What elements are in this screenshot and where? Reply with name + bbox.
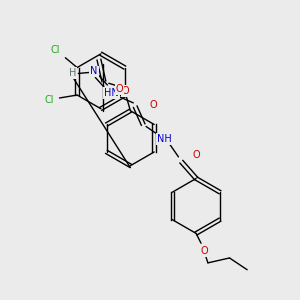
Text: NH: NH xyxy=(157,134,172,144)
Text: O: O xyxy=(192,150,200,160)
Text: HN: HN xyxy=(104,88,119,98)
Text: Cl: Cl xyxy=(45,95,54,105)
Text: Cl: Cl xyxy=(51,45,60,55)
Text: N: N xyxy=(90,67,98,76)
Text: O: O xyxy=(116,84,123,94)
Text: O: O xyxy=(149,100,157,110)
Text: H: H xyxy=(69,68,76,78)
Text: O: O xyxy=(122,86,129,96)
Text: O: O xyxy=(200,246,208,256)
